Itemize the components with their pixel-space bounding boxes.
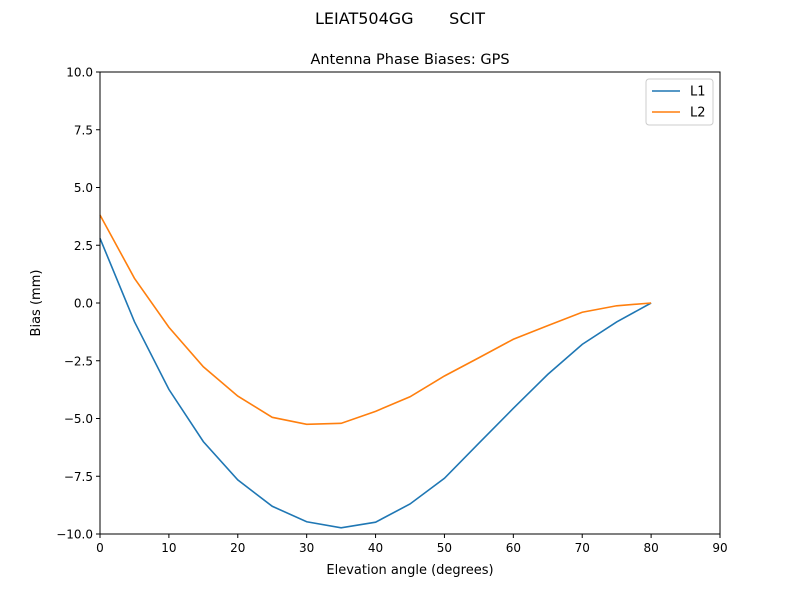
series-line-l2 bbox=[99, 214, 652, 426]
y-tick-label: −7.5 bbox=[64, 470, 93, 484]
y-axis-label: Bias (mm) bbox=[29, 270, 44, 337]
x-tick-label: 0 bbox=[96, 541, 104, 555]
legend-label-l2: L2 bbox=[690, 106, 706, 121]
x-tick-label: 10 bbox=[161, 541, 176, 555]
series-line-l1 bbox=[99, 238, 652, 529]
y-tick-label: −5.0 bbox=[64, 412, 93, 426]
y-tick-label: 5.0 bbox=[74, 181, 93, 195]
y-tick-label: 7.5 bbox=[74, 123, 93, 137]
x-tick-label: 20 bbox=[230, 541, 245, 555]
legend-label-l1: L1 bbox=[690, 85, 706, 100]
x-tick-label: 80 bbox=[643, 541, 658, 555]
y-tick-label: 2.5 bbox=[74, 239, 93, 253]
axes-frame bbox=[99, 71, 721, 535]
suptitle: LEIAT504GG SCIT bbox=[315, 9, 485, 28]
x-axis-label: Elevation angle (degrees) bbox=[326, 563, 493, 578]
x-tick-label: 50 bbox=[437, 541, 452, 555]
x-tick-label: 60 bbox=[506, 541, 521, 555]
y-tick-label: 0.0 bbox=[74, 297, 93, 311]
x-tick-label: 70 bbox=[575, 541, 590, 555]
y-tick-label: −10.0 bbox=[56, 528, 93, 542]
x-tick-label: 90 bbox=[712, 541, 727, 555]
x-tick-label: 30 bbox=[299, 541, 314, 555]
x-tick-label: 40 bbox=[368, 541, 383, 555]
y-tick-label: 10.0 bbox=[66, 66, 93, 80]
chart-title: Antenna Phase Biases: GPS bbox=[310, 52, 509, 68]
y-tick-label: −2.5 bbox=[64, 354, 93, 368]
